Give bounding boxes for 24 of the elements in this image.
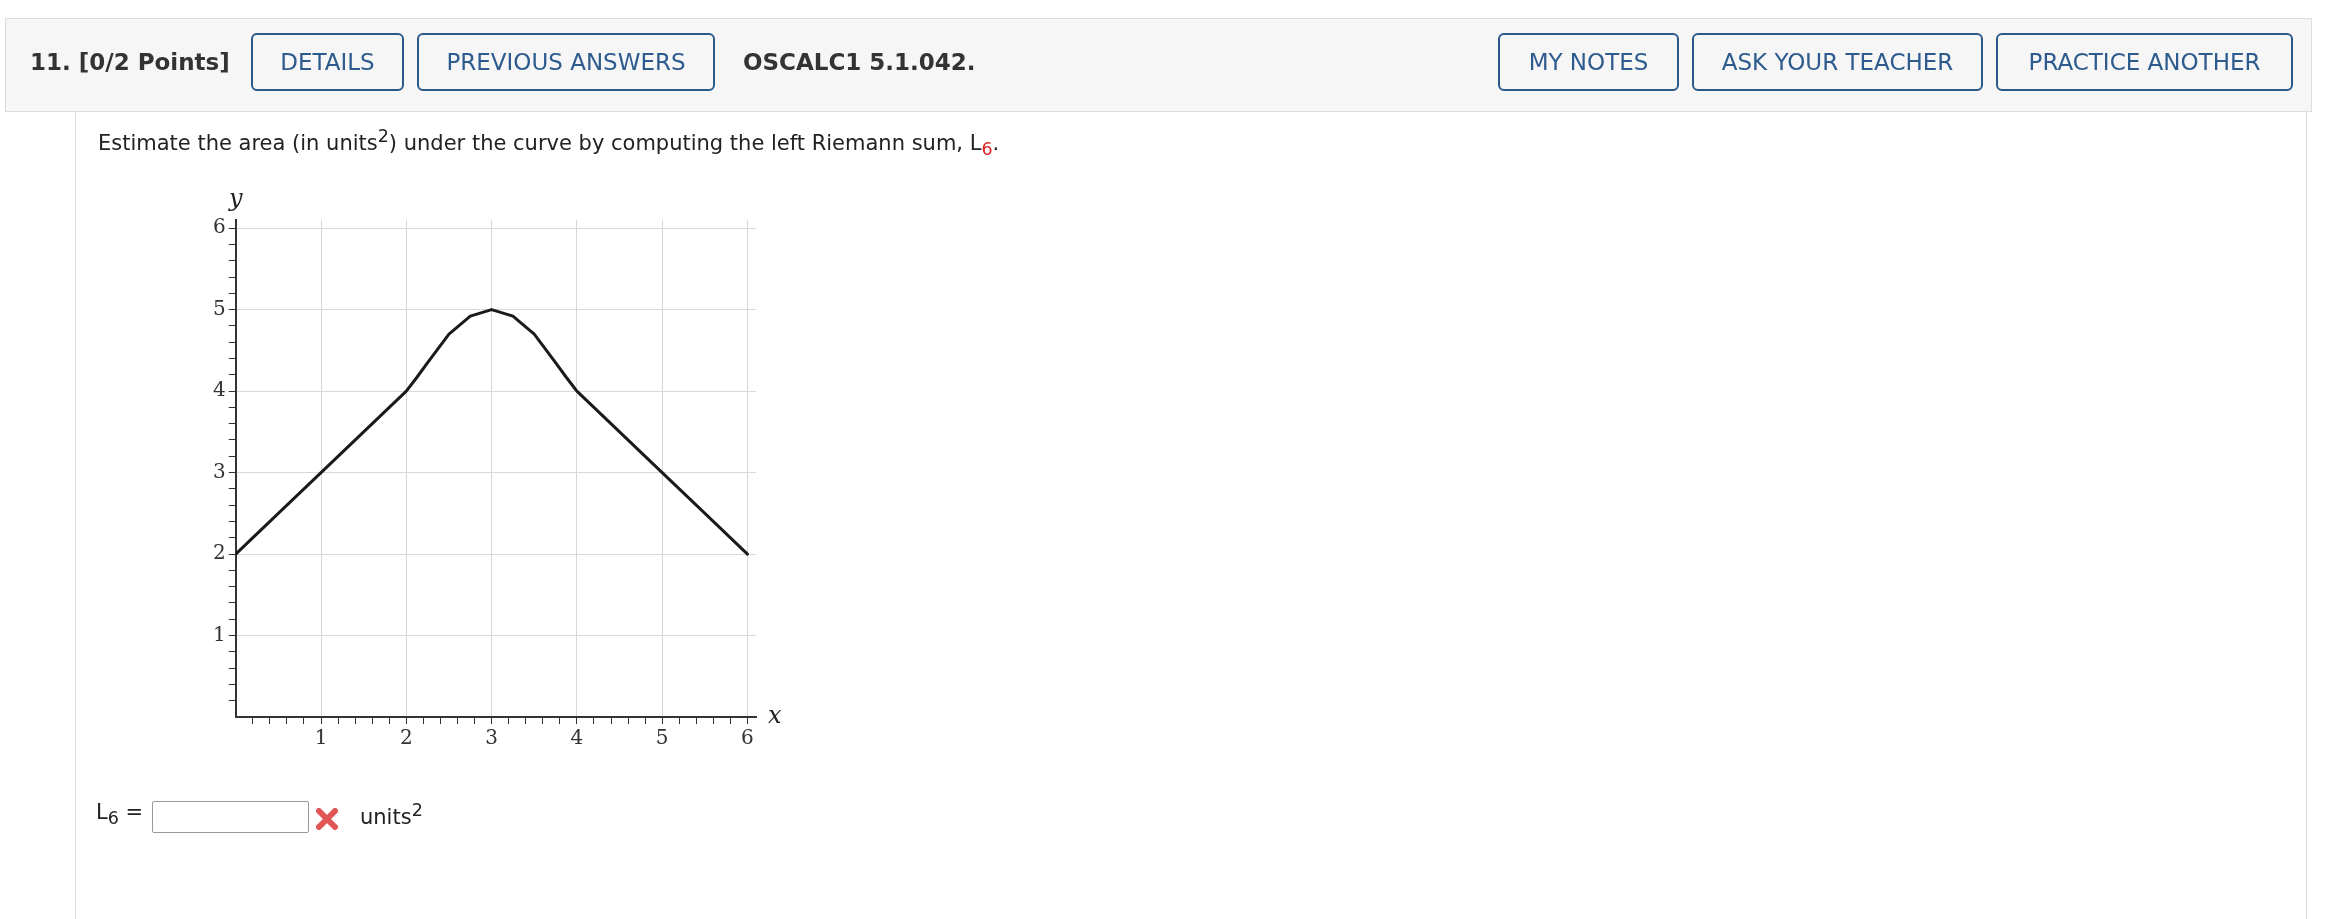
y-tick-label: 1 <box>212 621 226 646</box>
text: PREVIOUS ANSWERS <box>417 33 715 91</box>
x-tick-label: 3 <box>485 725 498 750</box>
x-tick-label: 1 <box>314 725 328 750</box>
y-tick-label: 3 <box>212 458 226 483</box>
y-tick-label: 2 <box>212 540 226 565</box>
text: OSCALC1 5.1.042. <box>743 49 976 75</box>
y-tick-label: 4 <box>212 377 226 402</box>
text: PRACTICE ANOTHER <box>1996 33 2293 91</box>
text: L$_{6}$ = <box>96 800 144 829</box>
x-axis-title: x <box>768 701 782 730</box>
x-tick-label: 5 <box>655 725 669 750</box>
x-tick-label: 4 <box>570 725 584 750</box>
y-tick-label: 5 <box>212 295 226 320</box>
y-axis-title: y <box>227 184 243 213</box>
text: MY NOTES <box>1498 33 1679 91</box>
x-tick-label: 2 <box>399 725 413 750</box>
text: units$^{2}$ <box>360 800 423 829</box>
x-tick-label: 6 <box>741 725 754 750</box>
text: 11. [0/2 Points] <box>30 49 230 75</box>
text: DETAILS <box>251 33 404 91</box>
text: ASK YOUR TEACHER <box>1692 33 1983 91</box>
y-tick-label: 6 <box>212 214 226 239</box>
chart-title: Estimate the area (in units$^{2}$) under the curve by computing the left Riemann sum, L$_{6}$. <box>98 126 1000 160</box>
